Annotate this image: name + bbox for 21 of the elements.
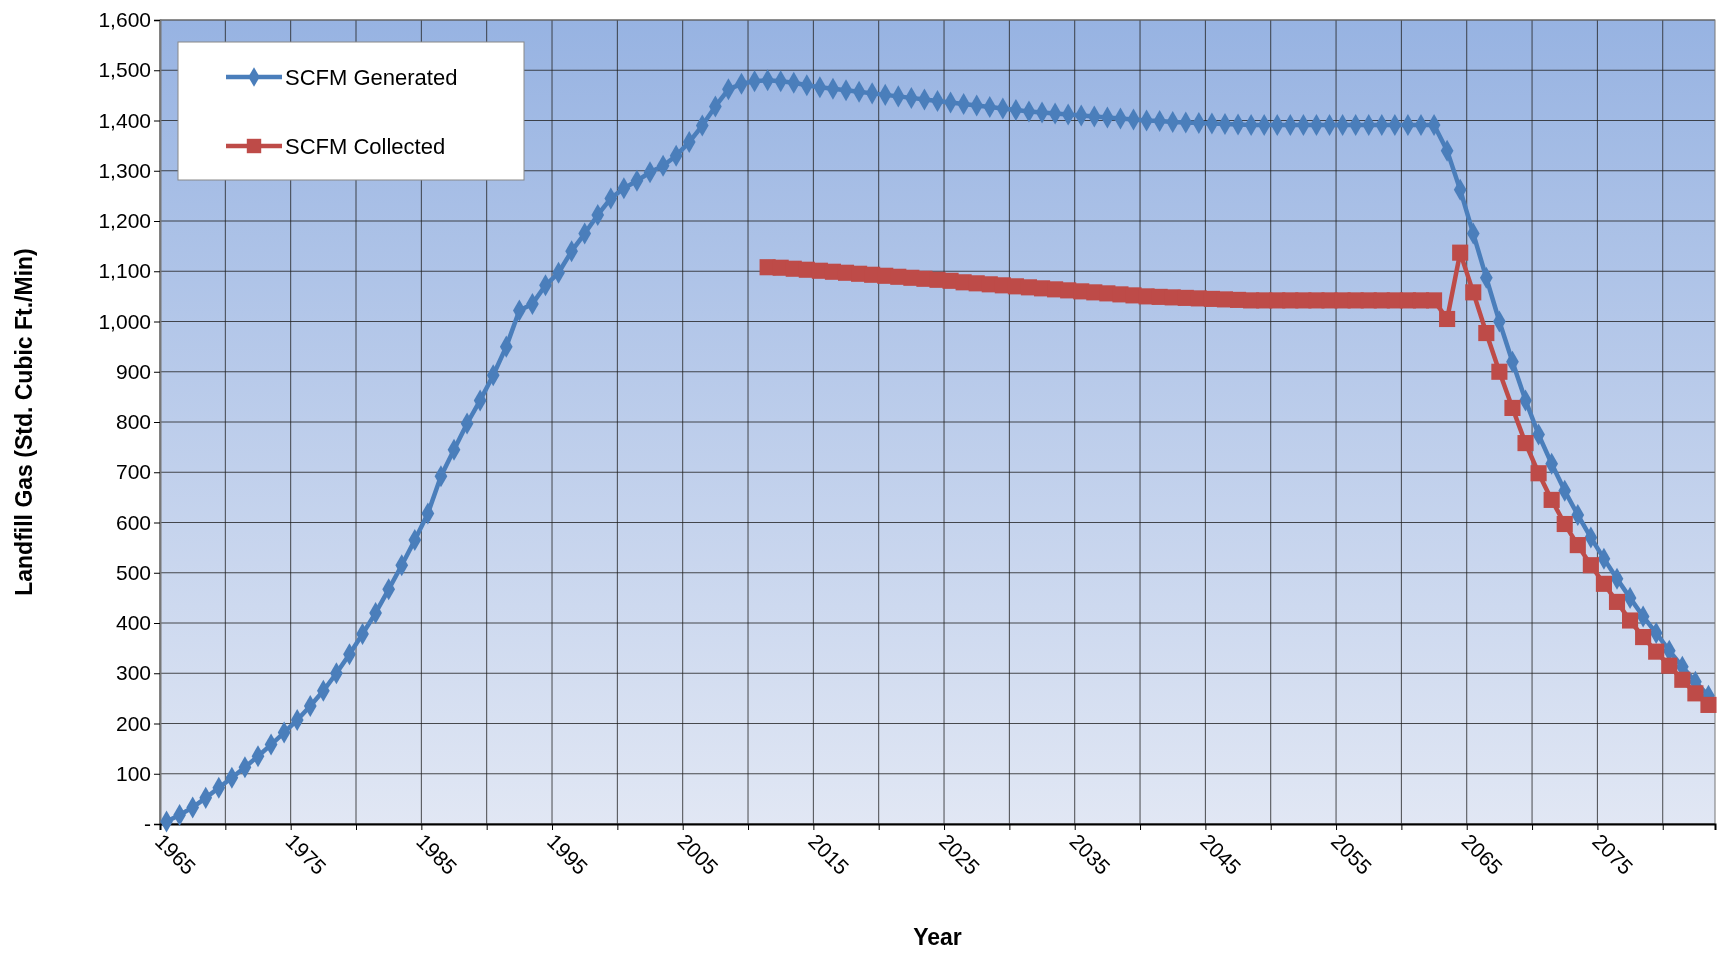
y-tick-label: 1,000	[98, 309, 151, 333]
y-tick-label: 600	[115, 510, 151, 534]
y-tick-label: 1,300	[98, 158, 151, 182]
x-axis-title: Year	[913, 924, 962, 950]
y-tick-label: 400	[115, 611, 151, 635]
legend-label: SCFM Generated	[285, 64, 458, 90]
y-tick-label: 700	[115, 460, 151, 484]
y-tick-label: 900	[115, 359, 151, 383]
y-tick-label: 1,500	[98, 58, 151, 82]
y-tick-label: 1,600	[98, 8, 151, 32]
y-tick-label: 1,200	[98, 209, 151, 233]
y-tick-label: -	[144, 812, 151, 836]
legend-label: SCFM Collected	[285, 133, 446, 159]
y-axis-title: Landfill Gas (Std. Cubic Ft./Min)	[11, 248, 37, 596]
y-tick-label: 200	[115, 711, 151, 735]
y-tick-label: 500	[115, 560, 151, 584]
y-tick-label: 1,100	[98, 259, 151, 283]
y-tick-label: 800	[115, 410, 151, 434]
y-tick-label: 100	[115, 761, 151, 785]
y-tick-label: 300	[115, 661, 151, 685]
y-tick-label: 1,400	[98, 108, 151, 132]
